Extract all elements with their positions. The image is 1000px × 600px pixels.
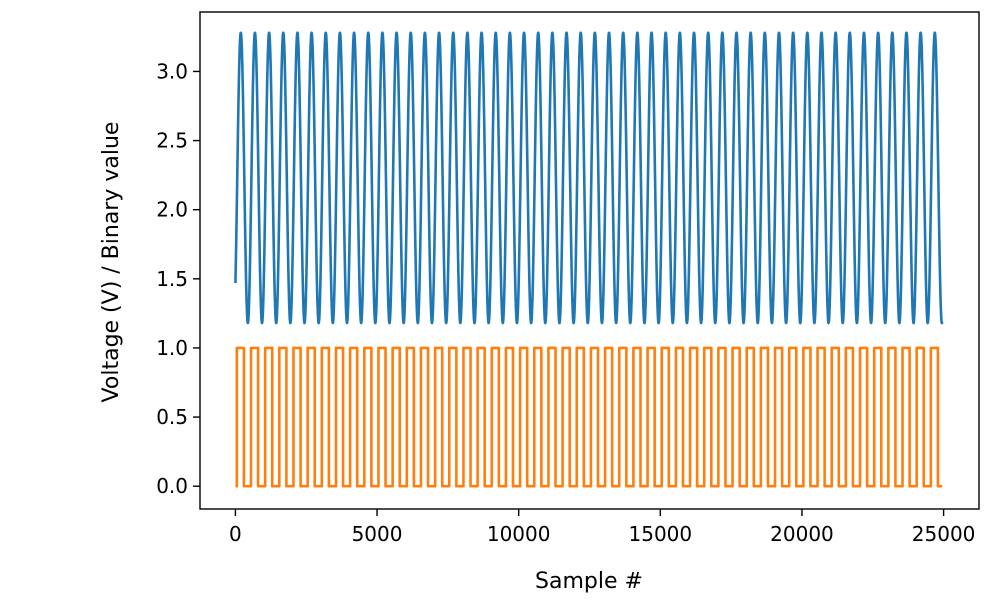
x-tick-label: 0 bbox=[229, 522, 242, 546]
y-tick-label: 3.0 bbox=[156, 59, 188, 83]
y-tick-label: 2.5 bbox=[156, 129, 188, 153]
x-tick-label: 20000 bbox=[770, 522, 834, 546]
y-tick-label: 1.5 bbox=[156, 267, 188, 291]
voltage-series-line bbox=[234, 31, 944, 325]
x-axis-label: Sample # bbox=[535, 569, 643, 594]
plot-frame bbox=[199, 11, 980, 510]
series-layer bbox=[234, 31, 944, 488]
x-tick-label: 5000 bbox=[352, 522, 403, 546]
y-tick-label: 2.0 bbox=[156, 198, 188, 222]
y-axis: 0.0 0.5 1.0 1.5 2.0 2.5 3.0 bbox=[156, 59, 200, 498]
y-tick-label: 1.0 bbox=[156, 336, 188, 360]
y-tick-label: 0.5 bbox=[156, 405, 188, 429]
x-axis: 0 5000 10000 15000 20000 25000 bbox=[229, 509, 975, 546]
x-tick-label: 10000 bbox=[487, 522, 551, 546]
binary-series-line bbox=[235, 346, 943, 488]
x-tick-label: 25000 bbox=[912, 522, 976, 546]
x-tick-label: 15000 bbox=[629, 522, 693, 546]
y-tick-label: 0.0 bbox=[156, 474, 188, 498]
y-axis-label: Voltage (V) / Binary value bbox=[99, 122, 124, 403]
